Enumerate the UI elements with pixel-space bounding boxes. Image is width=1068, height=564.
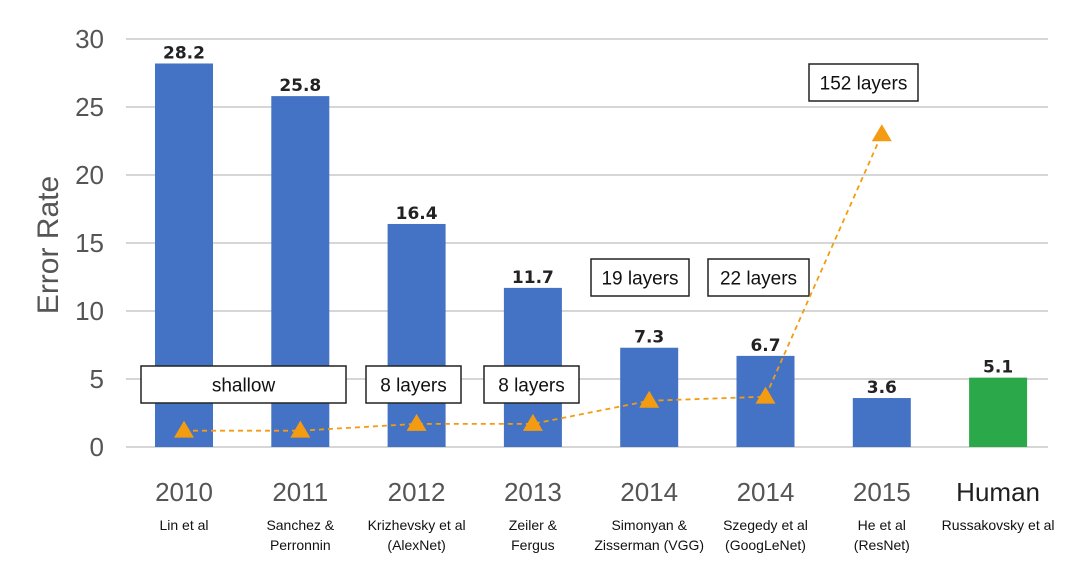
x-tick-label: 2013	[504, 477, 562, 507]
y-tick-label: 0	[90, 432, 104, 462]
data-label: 16.4	[396, 204, 438, 224]
annotation-box	[707, 258, 810, 297]
data-label: 6.7	[750, 336, 780, 356]
y-tick-label: 15	[75, 228, 104, 258]
data-label: 28.2	[163, 43, 205, 63]
x-author-label: Sanchez &	[266, 517, 334, 533]
x-author-label: (AlexNet)	[387, 537, 445, 553]
x-author-label: (ResNet)	[854, 537, 910, 553]
annotation-label: 22 layers	[720, 269, 797, 290]
triangle-marker	[522, 413, 543, 431]
y-tick-label: 25	[75, 92, 104, 122]
y-axis-label: Error Rate	[32, 176, 65, 314]
x-author-label: He et al	[858, 517, 906, 533]
annotation-box	[590, 258, 690, 297]
data-label: 3.6	[867, 378, 897, 398]
x-tick-label: 2014	[620, 477, 678, 507]
x-author-label: Simonyan &	[611, 517, 687, 533]
x-tick-label: 2012	[388, 477, 446, 507]
triangle-marker	[639, 390, 660, 408]
x-tick-label: 2015	[853, 477, 911, 507]
annotation-label: 8 layers	[380, 376, 447, 397]
annotation-label: 19 layers	[601, 269, 678, 290]
x-author-label: (GoogLeNet)	[725, 537, 806, 553]
annotation-box	[483, 365, 580, 404]
data-label: 11.7	[512, 268, 554, 288]
x-author-label: Krizhevsky et al	[368, 517, 466, 533]
triangle-marker	[290, 420, 311, 438]
x-author-label: Lin et al	[159, 517, 208, 533]
y-tick-label: 20	[75, 160, 104, 190]
value-labels: 28.2 25.8 16.4 11.7 7.3 6.7 3.6 5.1	[163, 43, 1013, 398]
triangle-marker	[871, 124, 892, 142]
triangle-marker	[406, 413, 427, 431]
x-tick-label: 2014	[737, 477, 795, 507]
data-label: 25.8	[279, 76, 321, 96]
x-author-label: Russakovsky et al	[942, 517, 1055, 533]
triangle-marker	[174, 420, 194, 438]
x-tick-label: 2011	[272, 477, 328, 507]
x-author-label: Perronnin	[270, 537, 331, 553]
y-tick-label: 30	[75, 24, 104, 54]
annotation-box	[808, 63, 919, 102]
triangle-marker	[755, 386, 776, 404]
y-axis-ticks: 0 5 10 15 20 25 30	[75, 24, 104, 462]
bar	[852, 398, 911, 447]
x-author-label: Szegedy et al	[723, 517, 808, 533]
annotation-label: shallow	[212, 376, 276, 397]
depth-line	[174, 124, 892, 438]
bar	[387, 223, 446, 447]
y-tick-label: 5	[90, 364, 104, 394]
annotation-box	[365, 365, 462, 404]
x-tick-label: 2010	[155, 477, 213, 507]
bar	[969, 377, 1028, 447]
y-tick-label: 10	[75, 296, 104, 326]
x-author-label: Fergus	[511, 537, 555, 553]
annotation-box	[140, 365, 347, 404]
x-author-label: Zisserman (VGG)	[594, 537, 704, 553]
data-label: 5.1	[983, 358, 1013, 378]
x-author-label: Zeiler &	[509, 517, 558, 533]
annotation-label: 152 layers	[820, 74, 908, 95]
x-axis-labels: 2010 Lin et al 2011 Sanchez & Perronnin 2012 K…	[155, 477, 1054, 553]
annotation-label: 8 layers	[498, 376, 565, 397]
x-tick-label: Human	[956, 477, 1040, 507]
layer-annotations: shallow 8 layers 8 layers 19 layers 22 layer…	[140, 63, 919, 404]
data-label: 7.3	[634, 328, 664, 348]
